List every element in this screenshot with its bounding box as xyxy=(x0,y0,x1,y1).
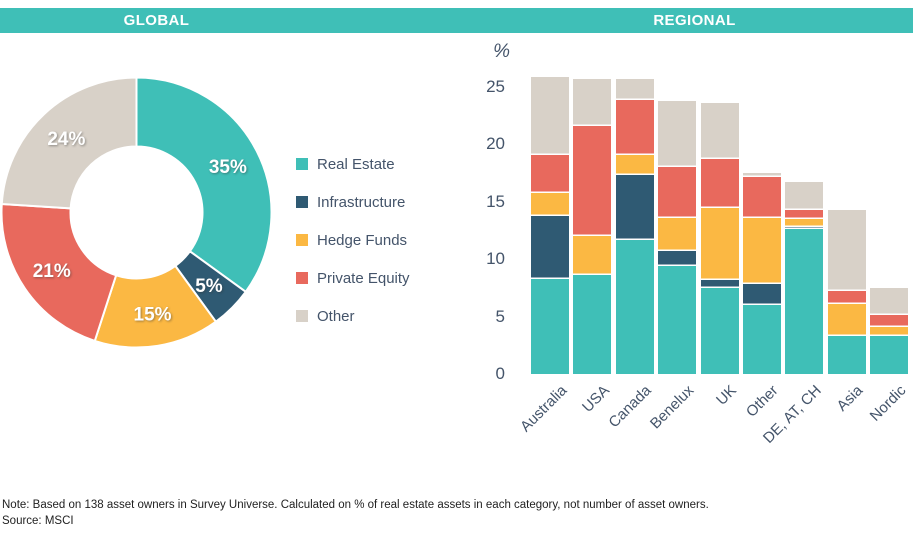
bar-usa xyxy=(573,79,612,374)
bar-segment-canada-infrastructure xyxy=(615,175,654,240)
donut-label-other: 24% xyxy=(47,129,85,150)
bar-asia xyxy=(827,209,866,374)
donut-label-real-estate: 35% xyxy=(209,157,247,178)
x-tick-label-canada: Canada xyxy=(605,382,655,432)
legend-item-other: Other xyxy=(296,297,410,335)
legend-item-private-equity: Private Equity xyxy=(296,259,410,297)
panel-title-regional: REGIONAL xyxy=(653,12,736,29)
legend-swatch-icon xyxy=(296,310,308,322)
bar-segment-benelux-private-equity xyxy=(658,167,697,218)
bar-segment-usa-private-equity xyxy=(573,126,612,237)
bar-segment-asia-real-estate xyxy=(827,336,866,374)
legend-label: Hedge Funds xyxy=(317,231,408,249)
bar-segment-usa-real-estate xyxy=(573,275,612,374)
donut-slice-private-equity xyxy=(0,203,118,342)
x-tick-label-other: Other xyxy=(743,382,782,421)
bar-segment-other-real-estate xyxy=(742,305,781,374)
donut-slice-real-estate xyxy=(135,76,273,293)
bar-segment-australia-other xyxy=(531,76,569,155)
x-tick-label-uk: UK xyxy=(712,382,740,409)
global-donut-chart: 35% 5% 15% 21% 24% xyxy=(0,76,273,349)
bar-segment-other-private-equity xyxy=(742,176,781,218)
legend-swatch-icon xyxy=(296,272,308,284)
bar-segment-benelux-other xyxy=(658,100,697,168)
regional-bar-chart xyxy=(531,70,908,374)
bar-segment-australia-hedge-funds xyxy=(531,192,569,216)
bar-segment-de-at-ch-real-estate xyxy=(785,229,824,374)
bar-segment-de-at-ch-private-equity xyxy=(785,209,824,220)
legend-label: Other xyxy=(317,307,355,325)
bar-benelux xyxy=(658,100,697,374)
y-tick-label-0: 0 xyxy=(495,364,505,383)
bar-segment-uk-private-equity xyxy=(700,159,739,208)
bar-segment-australia-real-estate xyxy=(531,278,569,374)
donut-slice-other xyxy=(0,76,138,210)
bar-segment-australia-infrastructure xyxy=(531,215,569,279)
bar-segment-asia-private-equity xyxy=(827,291,866,305)
x-tick-label-australia: Australia xyxy=(516,382,571,436)
donut-label-hedge-funds: 15% xyxy=(134,305,172,326)
bar-segment-uk-real-estate xyxy=(700,287,739,374)
y-tick-label-20: 20 xyxy=(486,134,505,154)
bar-segment-nordic-other xyxy=(870,287,908,316)
y-axis-title: % xyxy=(493,41,510,62)
bar-segment-usa-hedge-funds xyxy=(573,236,612,276)
bar-segment-uk-infrastructure xyxy=(700,279,739,288)
donut-label-infrastructure: 5% xyxy=(195,276,223,297)
bar-canada xyxy=(615,78,654,374)
y-tick-label-10: 10 xyxy=(486,249,505,269)
bar-uk xyxy=(700,103,739,374)
bar-segment-uk-hedge-funds xyxy=(700,207,739,280)
panel-title-global: GLOBAL xyxy=(123,12,190,29)
bar-segment-benelux-infrastructure xyxy=(658,251,697,267)
bar-australia xyxy=(531,76,569,374)
bar-segment-nordic-private-equity xyxy=(870,315,908,327)
bar-other xyxy=(742,173,781,374)
legend-item-hedge-funds: Hedge Funds xyxy=(296,221,410,259)
legend-swatch-icon xyxy=(296,158,308,170)
bar-segment-canada-private-equity xyxy=(615,99,654,155)
bar-segment-australia-private-equity xyxy=(531,154,569,193)
bar-segment-asia-other xyxy=(827,209,866,292)
bar-segment-de-at-ch-infrastructure xyxy=(785,227,824,230)
bar-segment-nordic-real-estate xyxy=(870,336,908,374)
bar-segment-other-other xyxy=(742,173,781,177)
bar-segment-benelux-real-estate xyxy=(658,266,697,374)
bar-segment-canada-other xyxy=(615,78,654,100)
x-tick-label-asia: Asia xyxy=(833,382,867,415)
bar-segment-benelux-hedge-funds xyxy=(658,217,697,252)
bar-segment-canada-real-estate xyxy=(615,239,654,374)
legend-item-real-estate: Real Estate xyxy=(296,145,410,183)
bar-nordic xyxy=(870,287,908,374)
donut-label-private-equity: 21% xyxy=(33,261,71,282)
bar-segment-other-hedge-funds xyxy=(742,217,781,285)
footnote-note: Note: Based on 138 asset owners in Surve… xyxy=(2,499,709,511)
bar-segment-uk-other xyxy=(700,103,739,160)
footnote-source: Source: MSCI xyxy=(2,515,74,527)
x-tick-label-benelux: Benelux xyxy=(646,382,698,433)
chart-legend: Real Estate Infrastructure Hedge Funds Priv… xyxy=(296,145,410,335)
bar-segment-asia-hedge-funds xyxy=(827,304,866,337)
legend-label: Infrastructure xyxy=(317,193,406,211)
legend-label: Real Estate xyxy=(317,155,395,173)
bar-segment-canada-hedge-funds xyxy=(615,154,654,176)
y-tick-label-25: 25 xyxy=(486,77,505,96)
bar-de-at-ch xyxy=(785,182,824,374)
y-tick-label-5: 5 xyxy=(495,306,505,326)
x-tick-label-nordic: Nordic xyxy=(866,382,910,425)
legend-swatch-icon xyxy=(296,234,308,246)
bar-segment-other-infrastructure xyxy=(742,284,781,306)
x-tick-label-usa: USA xyxy=(578,382,613,416)
legend-swatch-icon xyxy=(296,196,308,208)
bar-segment-de-at-ch-other xyxy=(785,182,824,210)
bar-segment-de-at-ch-hedge-funds xyxy=(785,219,824,228)
header-band xyxy=(0,8,913,33)
bar-segment-nordic-hedge-funds xyxy=(870,326,908,337)
legend-item-infrastructure: Infrastructure xyxy=(296,183,410,221)
y-tick-label-15: 15 xyxy=(486,191,505,211)
legend-label: Private Equity xyxy=(317,269,410,287)
bar-segment-usa-other xyxy=(573,79,612,127)
